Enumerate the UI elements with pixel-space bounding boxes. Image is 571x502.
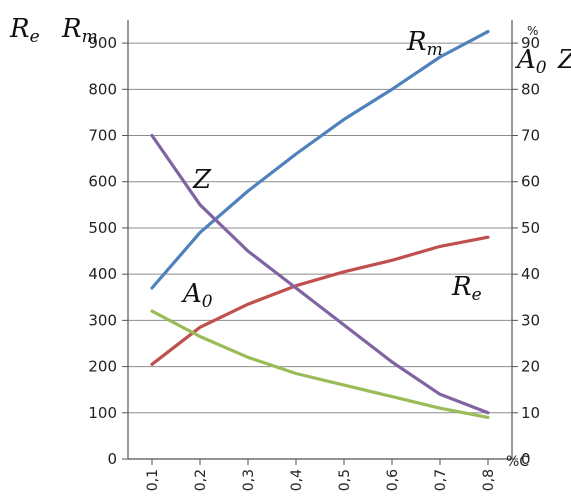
left-axis-ticks: 0 100 200 300 400 500 600 700 800 900 (88, 34, 128, 468)
x-tick-label: 0,3 (241, 469, 257, 491)
left-tick-label: 700 (88, 127, 117, 145)
series-line-re (150, 235, 490, 366)
series-label-re: Re (451, 272, 482, 305)
left-tick-label: 600 (88, 173, 117, 191)
x-axis-ticks: 0,1 0,2 0,3 0,4 0,5 0,6 0,7 0,8 (145, 459, 497, 491)
series-label-a0: A0 (181, 279, 213, 312)
series-line-rm (150, 30, 490, 290)
series-label-z: Z (192, 165, 212, 195)
left-tick-label: 900 (88, 34, 117, 52)
left-tick-label: 400 (88, 265, 117, 283)
right-tick-label: 10 (521, 404, 540, 422)
left-tick-label: 300 (88, 311, 117, 329)
x-tick-label: 0,6 (385, 469, 401, 491)
series-line-a0 (150, 309, 490, 419)
left-axis-title-re: Re (9, 14, 40, 47)
right-tick-label: 40 (521, 265, 540, 283)
right-tick-label: 20 (521, 358, 540, 376)
left-axis-title-rm: Rm (61, 14, 98, 47)
left-tick-label: 100 (88, 404, 117, 422)
right-axis-title-z: Z (557, 45, 571, 75)
x-tick-label: 0,5 (337, 469, 353, 491)
right-axis-unit: % (527, 24, 538, 38)
left-tick-label: 200 (88, 358, 117, 376)
right-tick-label: 0 (521, 450, 531, 468)
series-lines (150, 30, 490, 419)
right-tick-label: 70 (521, 127, 540, 145)
series-label-rm: Rm (406, 27, 443, 60)
axes (127, 20, 513, 460)
left-tick-label: 800 (88, 80, 117, 98)
right-tick-label: 90 (521, 34, 540, 52)
x-tick-label: 0,7 (433, 469, 449, 491)
right-axis-title-a0: A0 (515, 45, 547, 78)
right-tick-label: 30 (521, 311, 540, 329)
left-tick-label: 0 (107, 450, 117, 468)
right-tick-label: 80 (521, 80, 540, 98)
x-tick-label: 0,1 (145, 469, 161, 491)
x-tick-label: 0,8 (481, 469, 497, 491)
x-tick-label: 0,4 (289, 469, 305, 491)
gridlines (128, 42, 512, 414)
right-tick-label: 60 (521, 173, 540, 191)
right-axis-ticks: 0 10 20 30 40 50 60 70 80 90 (512, 34, 540, 468)
x-tick-label: 0,2 (193, 469, 209, 491)
left-tick-label: 500 (88, 219, 117, 237)
x-axis-unit: %C (506, 454, 529, 470)
series-line-z (150, 133, 490, 415)
right-tick-label: 50 (521, 219, 540, 237)
